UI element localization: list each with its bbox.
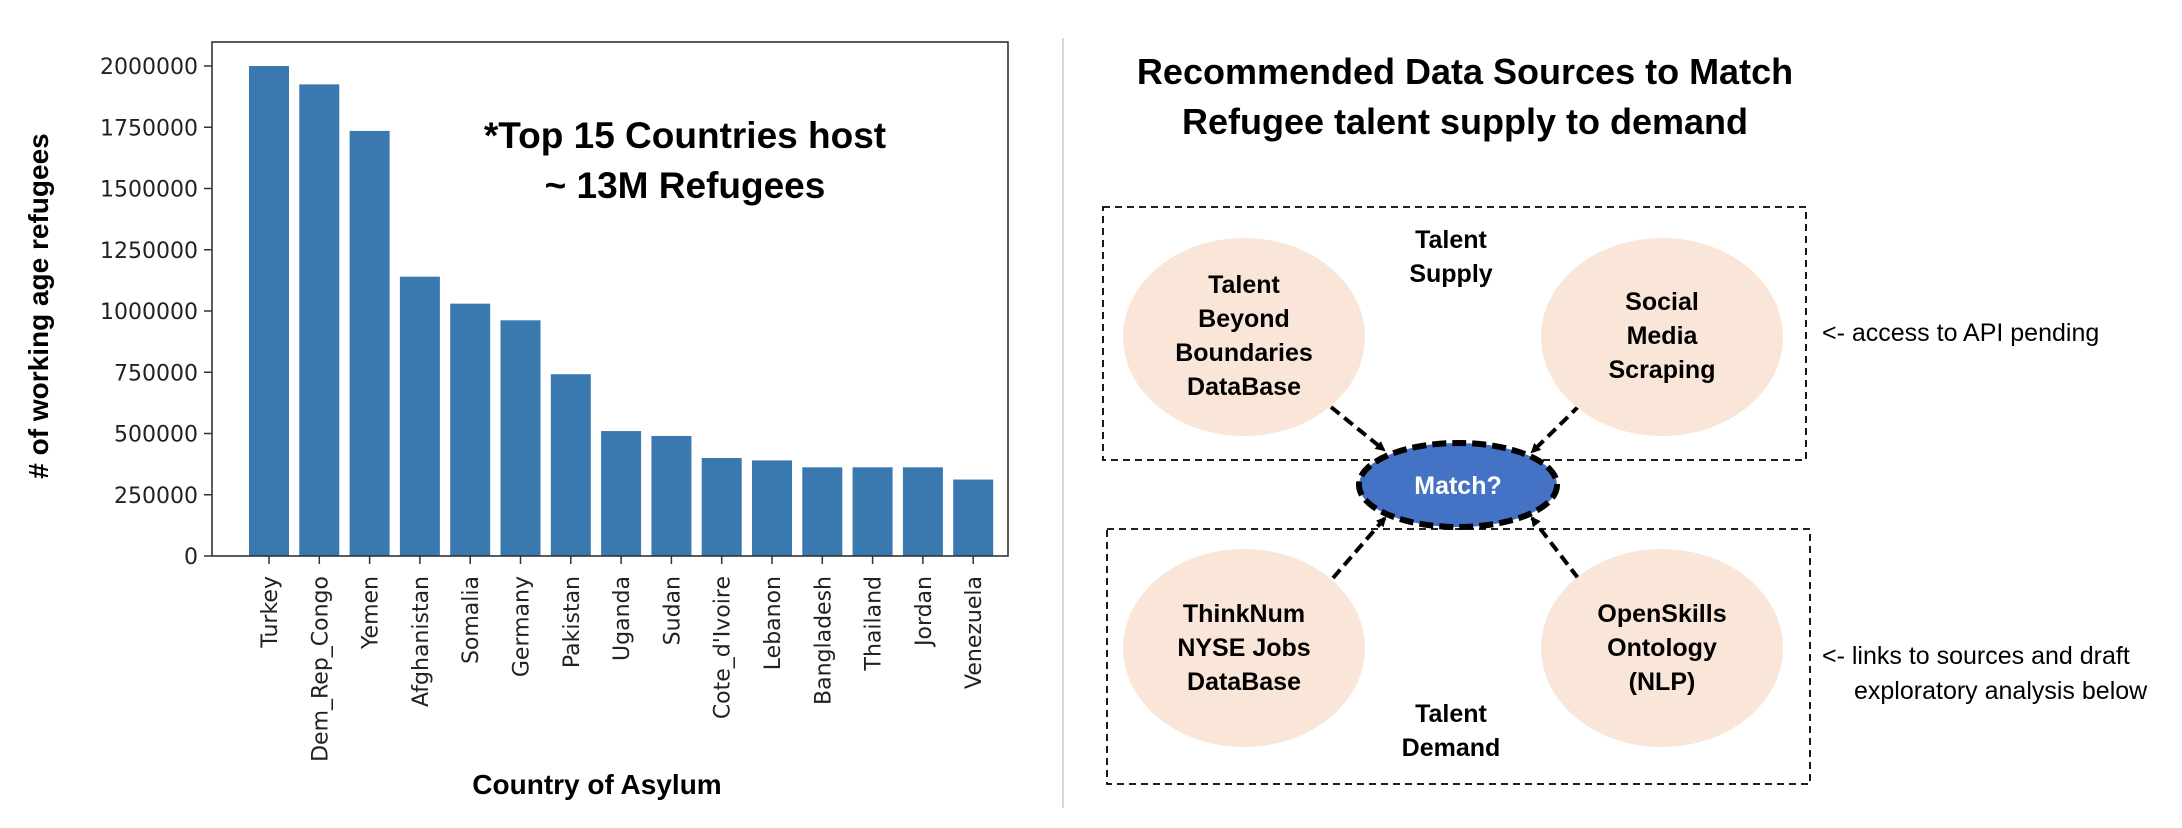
- node-openskills: [1541, 549, 1783, 747]
- node-tbb-line-1: Talent: [1208, 271, 1280, 299]
- x-tick-label: Lebanon: [761, 576, 786, 670]
- x-tick-label: Sudan: [660, 576, 685, 645]
- bar-pakistan: [550, 374, 591, 556]
- x-tick-label: Uganda: [610, 576, 635, 661]
- bar-venezuela: [953, 479, 994, 556]
- node-thinknum-line-1: ThinkNum: [1183, 600, 1305, 628]
- y-tick-label: 2000000: [100, 55, 198, 80]
- node-thinknum-line-3: DataBase: [1187, 668, 1301, 696]
- chart-bars: [249, 66, 994, 557]
- x-axis-label: Country of Asylum: [472, 769, 721, 800]
- note-links-line-2: exploratory analysis below: [1854, 677, 2148, 705]
- bar-turkey: [249, 66, 289, 556]
- x-axis: Turkey Dem_Rep_Congo Yemen Afghanistan Somal…: [258, 556, 987, 762]
- talent-demand-label-line-1: Talent: [1415, 700, 1487, 728]
- node-openskills-line-2: Ontology: [1607, 634, 1717, 662]
- node-tbb-line-2: Beyond: [1198, 305, 1290, 333]
- bar-sudan: [651, 435, 692, 556]
- x-tick-label: Germany: [510, 576, 535, 677]
- talent-demand-label-line-2: Demand: [1402, 734, 1501, 762]
- note-links-line-1: <- links to sources and draft: [1822, 642, 2130, 670]
- node-openskills-line-1: OpenSkills: [1597, 600, 1726, 628]
- y-axis-label: # of working age refugees: [23, 133, 54, 478]
- node-thinknum-line-2: NYSE Jobs: [1177, 634, 1310, 662]
- node-social-line-3: Scraping: [1609, 356, 1716, 384]
- y-tick-label: 1750000: [100, 116, 198, 141]
- x-tick-label: Afghanistan: [409, 576, 434, 707]
- y-tick-label: 500000: [114, 423, 198, 448]
- x-tick-label: Yemen: [359, 576, 384, 650]
- node-tbb-line-3: Boundaries: [1175, 339, 1313, 367]
- bar-afghanistan: [399, 276, 440, 556]
- x-tick-label: Dem_Rep_Congo: [308, 576, 333, 762]
- bar-bangladesh: [802, 467, 843, 556]
- node-thinknum: [1123, 549, 1365, 747]
- bar-jordan: [902, 467, 943, 556]
- y-tick-label: 1250000: [100, 239, 198, 264]
- bar-lebanon: [752, 460, 792, 556]
- bar-thailand: [852, 467, 893, 556]
- bar-yemen: [349, 130, 390, 557]
- chart-frame: [211, 41, 1009, 557]
- node-match-label: Match?: [1414, 472, 1502, 500]
- bar-uganda: [601, 431, 642, 556]
- arrow-tbb-to-match: [1329, 405, 1386, 452]
- y-tick-label: 0: [184, 545, 198, 570]
- x-tick-label: Turkey: [258, 576, 283, 649]
- chart-annotation-line-1: *Top 15 Countries host: [484, 115, 886, 156]
- bar-germany: [500, 320, 541, 556]
- x-tick-label: Venezuela: [962, 576, 987, 689]
- x-tick-label: Cote_d'Ivoire: [711, 576, 736, 719]
- y-axis: 0 250000 500000 750000 1000000 1250000 1500000…: [100, 55, 212, 570]
- x-tick-label: Somalia: [459, 576, 484, 664]
- bar-dem-rep-congo: [299, 84, 340, 556]
- data-source-diagram: Recommended Data Sources to Match Refuge…: [1102, 51, 2148, 785]
- node-talent-beyond-boundaries: [1123, 238, 1365, 436]
- y-tick-label: 250000: [114, 484, 198, 509]
- x-tick-label: Bangladesh: [811, 576, 836, 705]
- x-tick-label: Pakistan: [560, 576, 585, 668]
- talent-supply-label-line-2: Supply: [1409, 260, 1492, 288]
- x-tick-label: Thailand: [862, 576, 887, 671]
- bar-somalia: [450, 303, 491, 556]
- arrow-openskills-to-match: [1530, 516, 1580, 580]
- arrow-thinknum-to-match: [1331, 516, 1387, 580]
- node-social-media-scraping: [1541, 238, 1783, 436]
- bar-cote-d-ivoire: [701, 458, 742, 556]
- node-match: [1356, 440, 1560, 530]
- node-social-line-2: Media: [1627, 322, 1699, 350]
- node-openskills-line-3: (NLP): [1629, 668, 1696, 696]
- node-social-line-1: Social: [1625, 288, 1699, 316]
- talent-demand-box: [1106, 528, 1811, 785]
- y-tick-label: 1500000: [100, 178, 198, 203]
- y-tick-label: 750000: [114, 361, 198, 386]
- talent-supply-box: [1102, 206, 1807, 461]
- chart-annotation-line-2: ~ 13M Refugees: [545, 165, 826, 206]
- diagram-title-line-1: Recommended Data Sources to Match: [1137, 51, 1793, 92]
- y-tick-label: 1000000: [100, 300, 198, 325]
- bar-chart: 0 250000 500000 750000 1000000 1250000 1500000…: [23, 41, 1009, 800]
- node-tbb-line-4: DataBase: [1187, 373, 1301, 401]
- arrow-social-to-match: [1530, 403, 1582, 454]
- note-api-pending: <- access to API pending: [1822, 319, 2099, 347]
- diagram-title-line-2: Refugee talent supply to demand: [1182, 101, 1748, 142]
- talent-supply-label-line-1: Talent: [1415, 226, 1487, 254]
- x-tick-label: Jordan: [912, 576, 937, 648]
